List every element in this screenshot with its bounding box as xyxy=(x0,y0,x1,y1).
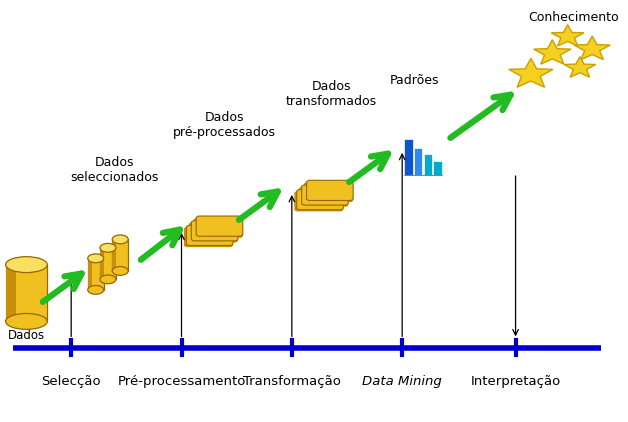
Bar xyxy=(100,248,116,279)
Bar xyxy=(6,265,16,322)
Ellipse shape xyxy=(112,235,128,244)
FancyBboxPatch shape xyxy=(306,180,353,200)
Bar xyxy=(404,140,413,175)
Ellipse shape xyxy=(88,285,104,294)
Text: Dados
pré-processados: Dados pré-processados xyxy=(173,111,276,140)
Text: Pré-processamento: Pré-processamento xyxy=(117,375,246,388)
Bar xyxy=(88,258,104,290)
FancyBboxPatch shape xyxy=(192,221,238,241)
FancyBboxPatch shape xyxy=(184,227,233,247)
Text: Selecção: Selecção xyxy=(41,375,101,388)
Text: Interpretação: Interpretação xyxy=(470,375,561,388)
FancyBboxPatch shape xyxy=(301,185,349,205)
Bar xyxy=(414,148,423,175)
FancyBboxPatch shape xyxy=(304,182,353,202)
FancyBboxPatch shape xyxy=(295,191,344,211)
FancyBboxPatch shape xyxy=(297,189,344,210)
Bar xyxy=(112,239,116,271)
FancyBboxPatch shape xyxy=(194,218,243,238)
Ellipse shape xyxy=(6,314,47,329)
FancyBboxPatch shape xyxy=(189,222,238,243)
Polygon shape xyxy=(509,58,553,87)
Text: Data Mining: Data Mining xyxy=(362,375,442,388)
Text: Dados: Dados xyxy=(8,329,45,342)
FancyBboxPatch shape xyxy=(187,225,233,246)
Bar xyxy=(100,248,104,279)
Bar xyxy=(424,154,432,175)
FancyBboxPatch shape xyxy=(196,216,243,236)
Ellipse shape xyxy=(100,275,116,284)
Polygon shape xyxy=(551,24,584,46)
Ellipse shape xyxy=(100,243,116,252)
Text: Transformação: Transformação xyxy=(243,375,341,388)
Ellipse shape xyxy=(88,254,104,263)
Ellipse shape xyxy=(6,257,47,273)
Text: Dados
transformados: Dados transformados xyxy=(286,80,377,108)
FancyBboxPatch shape xyxy=(299,187,349,207)
Ellipse shape xyxy=(112,267,128,275)
Bar xyxy=(112,239,128,271)
Bar xyxy=(88,258,92,290)
Bar xyxy=(433,160,442,175)
Polygon shape xyxy=(534,40,571,64)
Polygon shape xyxy=(574,36,610,60)
Polygon shape xyxy=(564,57,595,77)
Text: Padrões: Padrões xyxy=(390,74,439,87)
Text: Dados
seleccionados: Dados seleccionados xyxy=(70,156,158,184)
Bar xyxy=(6,265,47,322)
Text: Conhecimento: Conhecimento xyxy=(529,11,619,24)
